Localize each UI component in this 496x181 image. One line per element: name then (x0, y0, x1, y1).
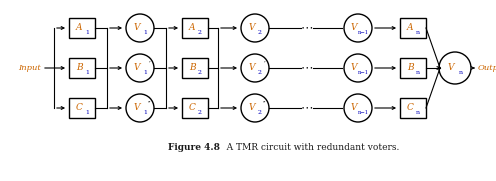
Text: B: B (407, 62, 413, 71)
Text: V: V (134, 62, 140, 71)
Text: V: V (249, 102, 255, 111)
Bar (182, 58, 208, 78)
Text: ′′: ′′ (369, 100, 372, 104)
Text: V: V (249, 22, 255, 31)
Bar (69, 98, 95, 118)
Text: V: V (134, 102, 140, 111)
Text: n−1: n−1 (358, 30, 369, 35)
Bar (400, 58, 426, 78)
Bar (182, 18, 208, 38)
Text: 2: 2 (258, 70, 262, 75)
Text: B: B (188, 62, 195, 71)
Text: V: V (134, 22, 140, 31)
Text: A: A (189, 22, 195, 31)
Text: 1: 1 (143, 30, 147, 35)
Text: B: B (76, 62, 82, 71)
Text: n−1: n−1 (358, 110, 369, 115)
Text: 2: 2 (198, 110, 202, 115)
Text: ′: ′ (370, 60, 371, 64)
Text: V: V (448, 62, 454, 71)
Text: ′: ′ (149, 59, 151, 67)
Text: ⋯: ⋯ (301, 62, 313, 75)
Text: ′: ′ (264, 59, 266, 67)
Bar (400, 98, 426, 118)
Bar (400, 18, 426, 38)
Text: 1: 1 (143, 110, 147, 115)
Text: ⋯: ⋯ (301, 102, 313, 115)
Text: V: V (351, 62, 357, 71)
Text: n−1: n−1 (358, 70, 369, 75)
Text: A: A (407, 22, 413, 31)
Text: Input: Input (18, 64, 41, 72)
Bar (69, 18, 95, 38)
Text: 1: 1 (143, 70, 147, 75)
Text: 2: 2 (258, 30, 262, 35)
Bar (182, 98, 208, 118)
Text: n: n (459, 70, 463, 75)
Text: C: C (75, 102, 82, 111)
Text: V: V (351, 22, 357, 31)
Text: V: V (351, 102, 357, 111)
Text: n: n (416, 30, 420, 35)
Text: 1: 1 (85, 30, 89, 35)
Text: V: V (249, 62, 255, 71)
Text: ′′: ′′ (263, 99, 267, 107)
Text: n: n (416, 70, 420, 75)
Text: 2: 2 (258, 110, 262, 115)
Text: n: n (416, 110, 420, 115)
Text: 2: 2 (198, 30, 202, 35)
Text: 1: 1 (85, 70, 89, 75)
Text: ⋯: ⋯ (301, 22, 313, 35)
Text: 2: 2 (198, 70, 202, 75)
Text: Figure 4.8: Figure 4.8 (168, 144, 220, 153)
Text: ′′: ′′ (148, 99, 152, 107)
Text: A TMR circuit with redundant voters.: A TMR circuit with redundant voters. (218, 144, 399, 153)
Text: 1: 1 (85, 110, 89, 115)
Text: A: A (76, 22, 82, 31)
Text: C: C (407, 102, 414, 111)
Bar (69, 58, 95, 78)
Text: C: C (188, 102, 195, 111)
Text: Output: Output (478, 64, 496, 72)
